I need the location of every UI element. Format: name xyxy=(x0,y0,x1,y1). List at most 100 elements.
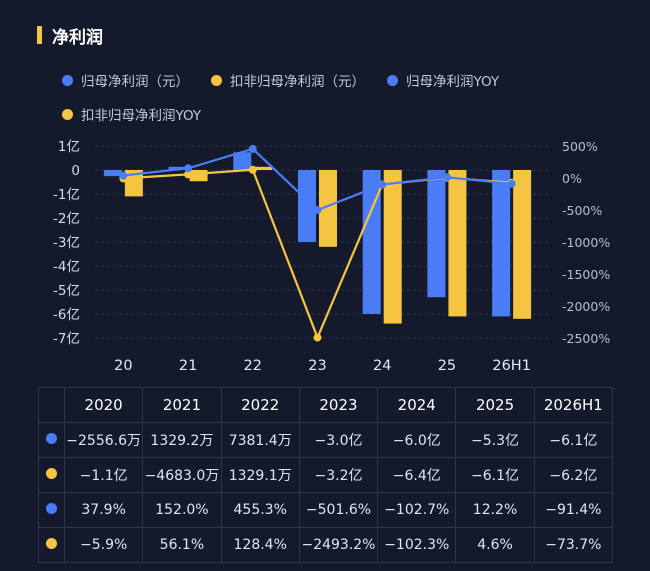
table-cell: −5.9% xyxy=(63,527,144,563)
y-right-tick-label: -1000% xyxy=(562,235,610,250)
table-cell: 1329.2万 xyxy=(142,422,222,458)
legend-item-parent-net-profit[interactable]: 归母净利润（元） xyxy=(62,70,189,90)
table-cell: −91.4% xyxy=(533,492,614,528)
x-tick-label: 25 xyxy=(438,358,456,374)
bar-parent-net-profit xyxy=(233,152,252,170)
table-header: 2023 xyxy=(298,387,379,423)
table-header: 2025 xyxy=(455,387,535,423)
y-left-tick-label: -3亿 xyxy=(53,235,80,251)
row-dot-icon xyxy=(46,468,57,479)
legend-dot-yellow-icon xyxy=(211,74,222,86)
table-cell: −6.0亿 xyxy=(377,422,457,458)
row-dot-icon xyxy=(46,503,57,514)
bar-deducted-net-profit xyxy=(189,170,208,182)
y-left-tick-label: 0 xyxy=(71,163,80,179)
legend-dot-blue-icon xyxy=(387,74,398,86)
table-corner-cell xyxy=(38,387,65,423)
table-cell: −1.1亿 xyxy=(63,457,144,493)
y-right-tick-label: -500% xyxy=(562,203,602,218)
table-cell: 7381.4万 xyxy=(220,422,300,458)
x-tick-label: 23 xyxy=(308,358,326,374)
table-header: 2020 xyxy=(63,387,144,423)
row-marker-cell xyxy=(38,457,65,493)
legend-item-deducted-net-profit-yoy[interactable]: 扣非归母净利润YOY xyxy=(62,104,201,124)
table-cell: −6.4亿 xyxy=(377,457,457,493)
table-cell: 128.4% xyxy=(220,527,300,563)
chart-legend: 归母净利润（元） 扣非归母净利润（元） 归母净利润YOY 扣非归母净利润YOY xyxy=(62,70,582,124)
legend-item-parent-net-profit-yoy[interactable]: 归母净利润YOY xyxy=(387,70,499,90)
y-right-tick-label: -2500% xyxy=(562,331,610,346)
table-cell: 12.2% xyxy=(455,492,535,528)
y-left-tick-label: -6亿 xyxy=(53,307,80,323)
bar-deducted-net-profit xyxy=(448,170,467,317)
table-cell: 56.1% xyxy=(142,527,222,563)
point-deducted-net-profit-yoy xyxy=(313,333,322,342)
x-tick-label: 21 xyxy=(179,358,197,374)
table-cell: 37.9% xyxy=(63,492,144,528)
x-tick-label: 26H1 xyxy=(492,358,531,374)
table-header: 2021 xyxy=(142,387,222,423)
table-cell: −73.7% xyxy=(533,527,614,563)
bar-deducted-net-profit xyxy=(383,170,402,324)
y-left-tick-label: -1亿 xyxy=(53,187,80,203)
table-row: 37.9% 152.0% 455.3% −501.6% −102.7% 12.2% −91.… xyxy=(38,492,614,528)
point-deducted-net-profit-yoy xyxy=(184,170,193,179)
point-parent-net-profit-yoy xyxy=(442,173,451,182)
y-right-tick-label: 0% xyxy=(562,171,582,186)
point-parent-net-profit-yoy xyxy=(248,144,257,153)
table-cell: −6.2亿 xyxy=(533,457,614,493)
table-row: −1.1亿 −4683.0万 1329.1万 −3.2亿 −6.4亿 −6.1亿 −6.2亿 xyxy=(38,457,614,493)
table-cell: −4683.0万 xyxy=(142,457,222,493)
point-parent-net-profit-yoy xyxy=(119,171,128,180)
row-dot-icon xyxy=(46,433,57,444)
point-parent-net-profit-yoy xyxy=(378,180,387,189)
row-marker-cell xyxy=(38,422,65,458)
table-cell: −102.7% xyxy=(377,492,457,528)
y-left-tick-label: -5亿 xyxy=(53,283,80,299)
table-cell: −2493.2% xyxy=(298,527,379,563)
bar-deducted-net-profit xyxy=(254,166,273,170)
table-header: 2026H1 xyxy=(533,387,614,423)
table-header-row: 2020 2021 2022 2023 2024 2025 2026H1 xyxy=(38,387,614,423)
legend-label: 归母净利润（元） xyxy=(81,74,189,90)
point-parent-net-profit-yoy xyxy=(184,164,193,173)
table-cell: −102.3% xyxy=(377,527,457,563)
table-cell: −2556.6万 xyxy=(63,422,144,458)
legend-dot-blue-icon xyxy=(62,74,73,86)
bar-parent-net-profit xyxy=(362,170,381,314)
table-cell: 1329.1万 xyxy=(220,457,300,493)
y-left-tick-label: -2亿 xyxy=(53,211,80,227)
bar-deducted-net-profit xyxy=(319,170,337,247)
row-marker-cell xyxy=(38,492,65,528)
point-deducted-net-profit-yoy xyxy=(248,165,257,174)
point-parent-net-profit-yoy xyxy=(313,206,322,215)
table-row: −2556.6万 1329.2万 7381.4万 −3.0亿 −6.0亿 −5.3亿 −6.… xyxy=(38,422,614,458)
table-header: 2022 xyxy=(220,387,300,423)
table-cell: 4.6% xyxy=(455,527,535,563)
legend-label: 归母净利润YOY xyxy=(406,74,500,90)
bar-parent-net-profit xyxy=(492,170,511,317)
title-accent-bar xyxy=(37,26,42,44)
table-cell: −3.0亿 xyxy=(298,422,379,458)
table-row: −5.9% 56.1% 128.4% −2493.2% −102.3% 4.6% −73.7… xyxy=(38,527,614,563)
bar-deducted-net-profit xyxy=(513,170,532,319)
bar-parent-net-profit xyxy=(103,170,122,177)
y-left-tick-label: -7亿 xyxy=(53,331,80,347)
y-left-tick-label: -4亿 xyxy=(53,259,80,275)
bar-parent-net-profit xyxy=(427,170,446,298)
legend-label: 扣非归母净利润YOY xyxy=(81,108,202,124)
legend-item-deducted-net-profit[interactable]: 扣非归母净利润（元） xyxy=(211,70,365,90)
table-cell: 455.3% xyxy=(220,492,300,528)
net-profit-chart: 1亿 0 -1亿 -2亿 -3亿 -4亿 -5亿 -6亿 -7亿 500% 0% -500% -1000… xyxy=(53,139,610,374)
y-right-tick-label: -2000% xyxy=(562,299,610,314)
table-cell: −501.6% xyxy=(298,492,379,528)
row-dot-icon xyxy=(46,538,57,549)
table-cell: −5.3亿 xyxy=(455,422,535,458)
section-title: 净利润 xyxy=(37,24,103,48)
row-marker-cell xyxy=(38,527,65,563)
page-title: 净利润 xyxy=(52,27,103,48)
legend-label: 扣非归母净利润（元） xyxy=(230,74,365,90)
table-cell: 152.0% xyxy=(142,492,222,528)
table-cell: −3.2亿 xyxy=(298,457,379,493)
legend-dot-yellow-icon xyxy=(62,108,73,120)
